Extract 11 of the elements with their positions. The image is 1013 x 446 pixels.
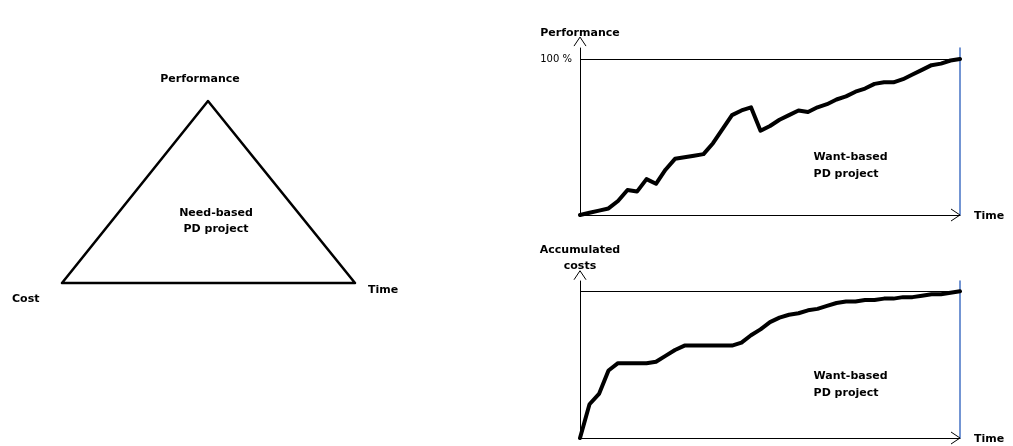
annotation: Want-based PD project <box>813 150 892 181</box>
text: Time <box>368 283 399 296</box>
text: Need-based PD project <box>179 206 253 235</box>
ref-line-label: 100 % <box>540 53 572 65</box>
text: Performance <box>160 72 240 85</box>
y-axis-title: Accumulated costs <box>539 242 621 272</box>
annotation: Want-based PD project <box>813 369 892 400</box>
text: Cost <box>12 292 40 305</box>
x-axis-title: Time <box>974 431 1005 445</box>
x-axis-title: Time <box>974 208 1005 222</box>
y-axis-title: Performance <box>540 25 620 39</box>
